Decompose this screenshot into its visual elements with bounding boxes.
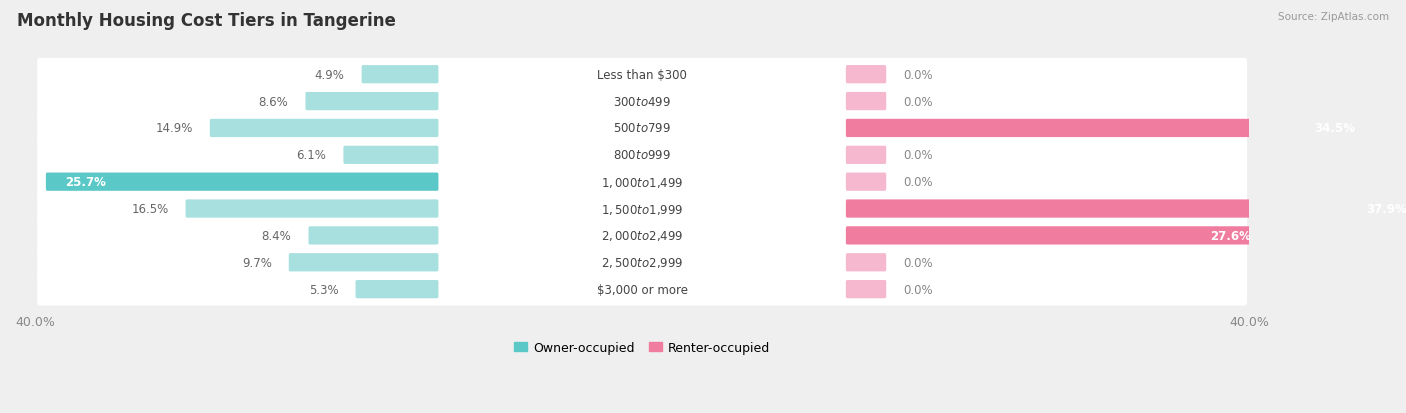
FancyBboxPatch shape — [846, 200, 1406, 218]
Text: $1,500 to $1,999: $1,500 to $1,999 — [600, 202, 683, 216]
Text: 0.0%: 0.0% — [903, 283, 932, 296]
Text: 8.4%: 8.4% — [262, 229, 291, 242]
Text: 16.5%: 16.5% — [131, 202, 169, 216]
FancyBboxPatch shape — [37, 85, 1247, 118]
FancyBboxPatch shape — [37, 166, 1247, 199]
FancyBboxPatch shape — [846, 93, 886, 111]
Text: 9.7%: 9.7% — [242, 256, 271, 269]
Text: 0.0%: 0.0% — [903, 69, 932, 81]
Text: $500 to $799: $500 to $799 — [613, 122, 671, 135]
Text: 6.1%: 6.1% — [297, 149, 326, 162]
FancyBboxPatch shape — [846, 119, 1372, 138]
Text: 27.6%: 27.6% — [1211, 229, 1251, 242]
Text: $2,000 to $2,499: $2,000 to $2,499 — [600, 229, 683, 243]
FancyBboxPatch shape — [305, 93, 439, 111]
Text: 0.0%: 0.0% — [903, 149, 932, 162]
FancyBboxPatch shape — [37, 139, 1247, 172]
FancyBboxPatch shape — [288, 254, 439, 272]
FancyBboxPatch shape — [186, 200, 439, 218]
FancyBboxPatch shape — [46, 173, 439, 191]
FancyBboxPatch shape — [308, 227, 439, 245]
FancyBboxPatch shape — [209, 119, 439, 138]
Text: $300 to $499: $300 to $499 — [613, 95, 671, 108]
Text: 14.9%: 14.9% — [156, 122, 193, 135]
Text: 4.9%: 4.9% — [315, 69, 344, 81]
Text: 34.5%: 34.5% — [1315, 122, 1355, 135]
FancyBboxPatch shape — [37, 219, 1247, 252]
Text: $2,500 to $2,999: $2,500 to $2,999 — [600, 256, 683, 270]
FancyBboxPatch shape — [356, 280, 439, 299]
FancyBboxPatch shape — [846, 146, 886, 164]
FancyBboxPatch shape — [846, 173, 886, 191]
FancyBboxPatch shape — [37, 59, 1247, 91]
Text: 25.7%: 25.7% — [65, 176, 107, 189]
FancyBboxPatch shape — [37, 193, 1247, 225]
FancyBboxPatch shape — [846, 254, 886, 272]
Text: 5.3%: 5.3% — [309, 283, 339, 296]
Text: Less than $300: Less than $300 — [598, 69, 688, 81]
FancyBboxPatch shape — [846, 66, 886, 84]
FancyBboxPatch shape — [37, 246, 1247, 279]
FancyBboxPatch shape — [846, 280, 886, 299]
Text: $800 to $999: $800 to $999 — [613, 149, 671, 162]
Text: 37.9%: 37.9% — [1367, 202, 1406, 216]
Text: 0.0%: 0.0% — [903, 95, 932, 108]
FancyBboxPatch shape — [37, 273, 1247, 306]
FancyBboxPatch shape — [846, 227, 1267, 245]
FancyBboxPatch shape — [343, 146, 439, 164]
Text: Source: ZipAtlas.com: Source: ZipAtlas.com — [1278, 12, 1389, 22]
Text: $1,000 to $1,499: $1,000 to $1,499 — [600, 175, 683, 189]
Text: $3,000 or more: $3,000 or more — [596, 283, 688, 296]
Text: 0.0%: 0.0% — [903, 176, 932, 189]
FancyBboxPatch shape — [361, 66, 439, 84]
Text: 0.0%: 0.0% — [903, 256, 932, 269]
Text: 8.6%: 8.6% — [259, 95, 288, 108]
Text: Monthly Housing Cost Tiers in Tangerine: Monthly Housing Cost Tiers in Tangerine — [17, 12, 395, 30]
FancyBboxPatch shape — [37, 112, 1247, 145]
Legend: Owner-occupied, Renter-occupied: Owner-occupied, Renter-occupied — [509, 336, 775, 359]
